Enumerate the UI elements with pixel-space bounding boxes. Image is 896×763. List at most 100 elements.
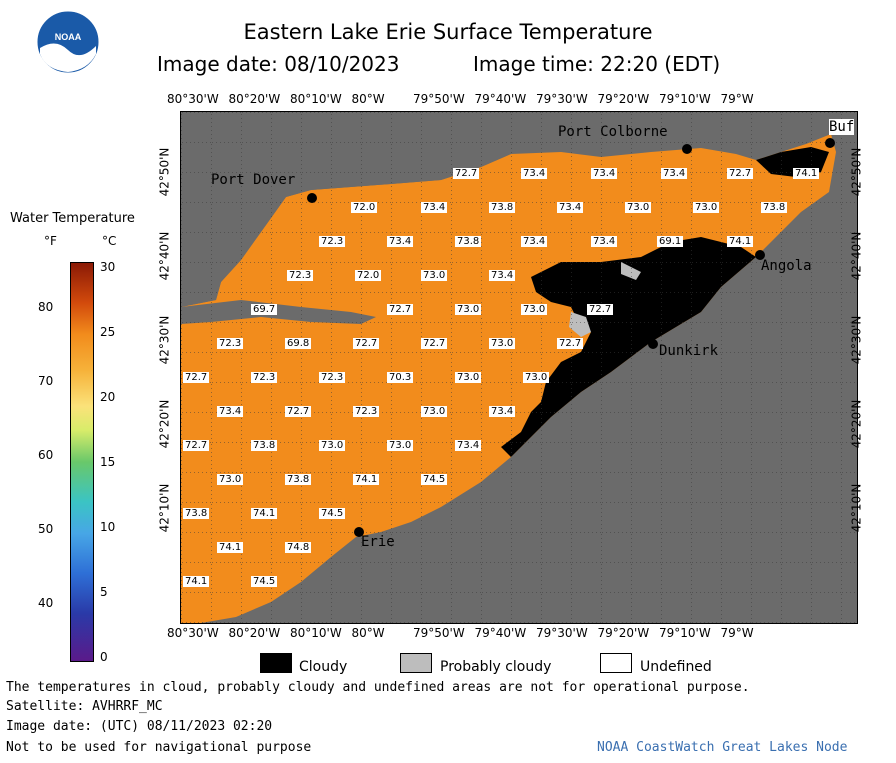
longitude-label: 80°30'W (167, 92, 219, 106)
longitude-label: 79°30'W (536, 92, 588, 106)
longitude-label: 79°10'W (659, 92, 711, 106)
lake-map (181, 112, 857, 623)
temperature-label: 72.0 (355, 270, 382, 281)
temperature-label: 72.7 (557, 338, 584, 349)
temperature-label: 74.1 (183, 576, 210, 587)
footer-satellite: Satellite: AVHRRF_MC (6, 699, 163, 714)
legend-probably-cloudy-label: Probably cloudy (440, 659, 552, 675)
temperature-label: 73.8 (761, 202, 788, 213)
temperature-label: 73.0 (625, 202, 652, 213)
latitude-label: 42°20'N (849, 399, 864, 449)
colorbar-c-tick: 20 (100, 390, 116, 404)
longitude-label: 79°30'W (536, 626, 588, 640)
temperature-label: 73.4 (489, 406, 516, 417)
legend-probably-cloudy-swatch (400, 653, 432, 673)
temperature-label: 72.7 (587, 304, 614, 315)
temperature-label: 73.0 (455, 304, 482, 315)
temperature-label: 73.4 (557, 202, 584, 213)
dunkirk-marker (648, 339, 658, 349)
colorbar-unit-c: °C (102, 234, 117, 248)
temperature-label: 74.1 (727, 236, 754, 247)
temperature-label: 73.4 (591, 168, 618, 179)
image-time: Image time: 22:20 (EDT) (473, 52, 721, 76)
legend-cloudy-swatch (260, 653, 292, 673)
colorbar-c-tick: 15 (100, 455, 116, 469)
temperature-label: 73.4 (455, 440, 482, 451)
colorbar (70, 262, 94, 662)
port-dover-marker (307, 193, 317, 203)
temperature-label: 73.0 (421, 270, 448, 281)
temperature-label: 72.0 (351, 202, 378, 213)
temperature-label: 73.4 (521, 168, 548, 179)
temperature-label: 73.4 (387, 236, 414, 247)
longitude-label: 79°20'W (597, 92, 650, 106)
longitude-label: 80°10'W (290, 92, 342, 106)
longitude-label: 80°20'W (228, 92, 281, 106)
colorbar-f-tick: 60 (38, 448, 54, 462)
colorbar-title: Water Temperature (10, 211, 135, 226)
colorbar-c-tick: 30 (100, 260, 116, 274)
longitude-label: 80°W (351, 92, 385, 106)
temperature-label: 73.8 (489, 202, 516, 213)
temperature-label: 72.3 (287, 270, 314, 281)
colorbar-c-tick: 25 (100, 325, 116, 339)
image-date: Image date: 08/10/2023 (157, 52, 400, 76)
temperature-label: 73.8 (285, 474, 312, 485)
temperature-label: 73.4 (217, 406, 244, 417)
temperature-label: 72.7 (421, 338, 448, 349)
temperature-label: 73.0 (455, 372, 482, 383)
colorbar-c-tick: 5 (100, 585, 108, 599)
latitude-label: 42°50'N (157, 147, 172, 197)
longitude-label: 79°50'W (413, 626, 465, 640)
longitude-label: 80°10'W (290, 626, 342, 640)
longitude-label: 79°40'W (474, 626, 527, 640)
city-port-dover: Port Dover (211, 172, 296, 188)
temperature-label: 73.0 (489, 338, 516, 349)
noaa-logo: NOAA (36, 10, 100, 74)
temperature-label: 73.8 (251, 440, 278, 451)
temperature-label: 73.4 (591, 236, 618, 247)
colorbar-c-tick: 10 (100, 520, 116, 534)
temperature-label: 74.5 (319, 508, 346, 519)
temperature-label: 72.7 (727, 168, 754, 179)
map-frame: 72.7 73.4 73.4 73.4 72.7 74.1 72.0 73.4 73.8 73.4… (180, 111, 858, 624)
temperature-label: 74.8 (285, 542, 312, 553)
angola-marker (755, 250, 765, 260)
temperature-label: 73.4 (661, 168, 688, 179)
colorbar-f-tick: 70 (38, 374, 54, 388)
temperature-label: 73.8 (455, 236, 482, 247)
latitude-label: 42°20'N (157, 399, 172, 449)
latitude-label: 42°30'N (157, 315, 172, 365)
legend-cloudy-label: Cloudy (299, 659, 348, 675)
latitude-label: 42°10'N (849, 483, 864, 533)
temperature-label: 72.7 (285, 406, 312, 417)
longitude-label: 79°50'W (413, 92, 465, 106)
temperature-label: 73.0 (217, 474, 244, 485)
colorbar-unit-f: °F (44, 234, 57, 248)
temperature-label: 72.3 (319, 236, 346, 247)
temperature-label: 73.8 (183, 508, 210, 519)
colorbar-c-tick: 0 (100, 650, 108, 664)
footer-nav-warning: Not to be used for navigational purpose (6, 740, 312, 755)
temperature-label: 73.0 (523, 372, 550, 383)
footer-utc-date: Image date: (UTC) 08/11/2023 02:20 (6, 719, 273, 734)
temperature-label: 73.4 (489, 270, 516, 281)
map-title: Eastern Lake Erie Surface Temperature (243, 20, 653, 44)
temperature-label: 73.0 (421, 406, 448, 417)
temperature-label: 74.1 (793, 168, 820, 179)
temperature-label: 74.5 (421, 474, 448, 485)
city-erie: Erie (361, 534, 395, 550)
latitude-label: 42°40'N (157, 231, 172, 281)
temperature-label: 72.7 (183, 440, 210, 451)
longitude-label: 79°W (720, 626, 754, 640)
temperature-label: 73.0 (693, 202, 720, 213)
latitude-label: 42°40'N (849, 231, 864, 281)
temperature-label: 72.3 (251, 372, 278, 383)
longitude-label: 79°20'W (597, 626, 650, 640)
temperature-label: 72.7 (453, 168, 480, 179)
temperature-label: 69.7 (251, 304, 278, 315)
longitude-label: 80°20'W (228, 626, 281, 640)
temperature-label: 74.1 (353, 474, 380, 485)
temperature-label: 72.7 (183, 372, 210, 383)
buffalo-marker (825, 138, 835, 148)
